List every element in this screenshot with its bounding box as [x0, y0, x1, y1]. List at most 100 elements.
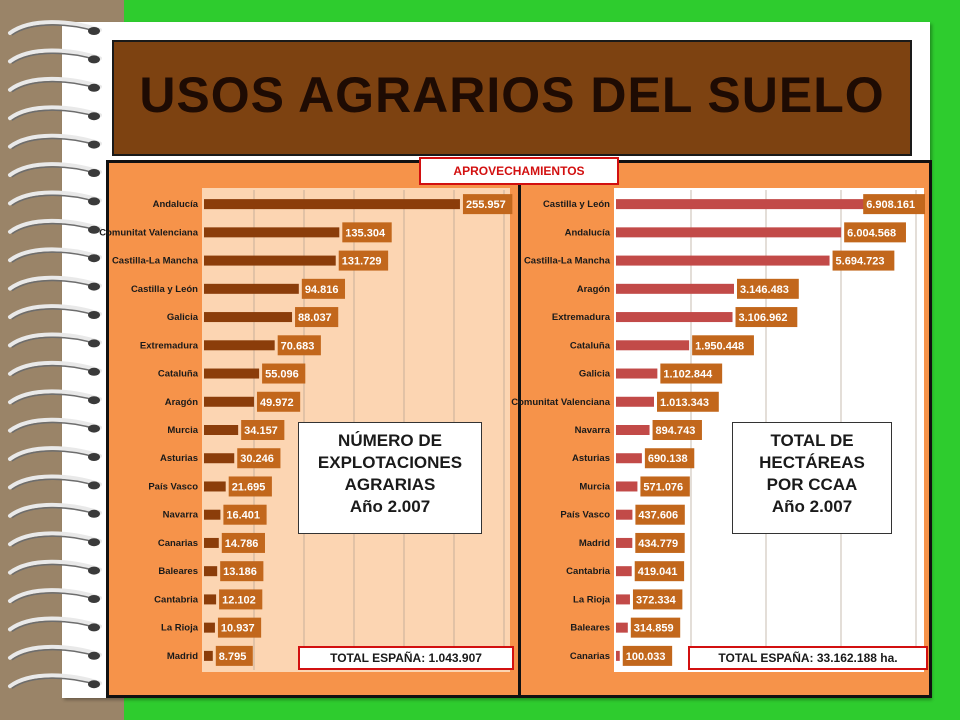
ring-hole — [88, 367, 100, 376]
value-label-bg — [640, 476, 690, 497]
left-legend-line-1: NÚMERO DE — [338, 431, 442, 450]
spiral-ring — [8, 502, 102, 518]
bar — [204, 537, 219, 548]
bar — [204, 594, 217, 605]
ring-hole — [88, 197, 100, 206]
value-label: 690.138 — [648, 453, 688, 465]
bar — [616, 594, 630, 605]
ring-hole — [88, 169, 100, 177]
value-label-bg — [221, 532, 265, 553]
spiral-ring — [8, 531, 102, 547]
category-label: Baleares — [570, 623, 610, 634]
bar — [204, 199, 460, 210]
spiral-ring — [8, 616, 102, 632]
category-label: Asturias — [572, 453, 610, 464]
value-label: 1.102.844 — [663, 369, 713, 381]
bar — [616, 396, 655, 407]
bar — [616, 509, 633, 520]
spiral-ring — [8, 588, 102, 603]
value-label-bg — [635, 532, 685, 553]
bar — [204, 227, 340, 238]
value-label: 6.004.568 — [847, 227, 896, 239]
ring-hole — [88, 566, 100, 575]
left-legend-line-3: AGRARIAS — [344, 475, 436, 494]
category-label: Castilla y León — [543, 199, 610, 210]
spiral-ring — [8, 190, 102, 206]
value-label: 437.606 — [638, 510, 678, 522]
category-label: Comunitat Valenciana — [511, 397, 610, 408]
ring-hole — [88, 680, 100, 689]
category-label: Comunitat Valenciana — [99, 227, 198, 238]
value-label: 21.695 — [232, 481, 266, 493]
value-label: 6.908.161 — [866, 199, 915, 211]
category-label: Castilla y León — [131, 284, 198, 295]
ring-hole — [88, 595, 100, 603]
bar — [204, 396, 254, 407]
section-tag: APROVECHAMIENTOS — [419, 157, 619, 185]
value-label-bg — [844, 222, 906, 243]
category-label: Extremadura — [140, 340, 199, 351]
ring-hole — [88, 225, 100, 234]
bar — [204, 368, 260, 379]
category-label: Canarias — [570, 651, 610, 662]
value-label-bg — [220, 561, 264, 582]
ring-hole — [88, 509, 100, 518]
value-label: 16.401 — [226, 510, 260, 522]
spiral-ring — [8, 133, 102, 149]
value-label: 8.795 — [219, 651, 247, 663]
value-label-bg — [256, 391, 301, 412]
category-label: Navarra — [575, 425, 611, 436]
spiral-ring — [8, 360, 102, 376]
value-label: 131.729 — [342, 256, 382, 268]
ring-hole — [88, 453, 100, 461]
value-label-bg — [237, 448, 281, 469]
bar — [616, 453, 642, 464]
category-label: Baleares — [158, 566, 198, 577]
bar — [616, 622, 628, 633]
value-label-bg — [223, 504, 267, 525]
category-label: Andalucía — [565, 227, 611, 238]
spiral-ring — [8, 304, 102, 319]
spiral-ring — [8, 76, 102, 92]
bar — [616, 481, 638, 492]
bar — [204, 425, 239, 435]
category-label: Murcia — [167, 425, 198, 436]
value-label: 13.186 — [223, 566, 257, 578]
spiral-ring — [8, 105, 102, 121]
category-label: Castilla-La Mancha — [112, 256, 199, 267]
value-label: 88.037 — [298, 312, 332, 324]
value-label: 5.694.723 — [836, 256, 885, 268]
ring-hole — [88, 112, 100, 121]
value-label-bg — [215, 645, 253, 666]
bar — [616, 566, 632, 577]
value-label-bg — [262, 363, 306, 384]
ring-hole — [88, 55, 100, 64]
value-label-bg — [652, 420, 702, 440]
value-label: 3.146.483 — [740, 284, 789, 296]
spiral-ring — [8, 162, 102, 177]
category-label: Cataluña — [158, 369, 199, 380]
ring-hole — [88, 254, 100, 263]
category-label: Canarias — [158, 538, 198, 549]
bar — [616, 312, 733, 323]
category-label: Cantabria — [154, 594, 199, 605]
value-label-bg — [217, 617, 262, 638]
bar — [616, 255, 830, 266]
left-legend-line-4: Año 2.007 — [349, 497, 431, 516]
bar — [204, 283, 299, 294]
value-label-bg — [622, 645, 673, 666]
category-label: Cataluña — [570, 340, 611, 351]
value-label: 1.013.343 — [660, 397, 709, 409]
bar — [204, 509, 221, 520]
spiral-ring — [8, 332, 102, 348]
right-legend-line-2: HECTÁREAS — [759, 453, 865, 472]
bar — [204, 481, 226, 492]
spiral-ring — [8, 48, 102, 64]
spiral-ring — [8, 644, 102, 660]
value-label: 100.033 — [626, 651, 666, 663]
spiral-binding — [8, 20, 102, 689]
value-label: 571.076 — [643, 481, 683, 493]
value-label: 94.816 — [305, 284, 339, 296]
right-legend-line-1: TOTAL DE — [770, 431, 854, 450]
